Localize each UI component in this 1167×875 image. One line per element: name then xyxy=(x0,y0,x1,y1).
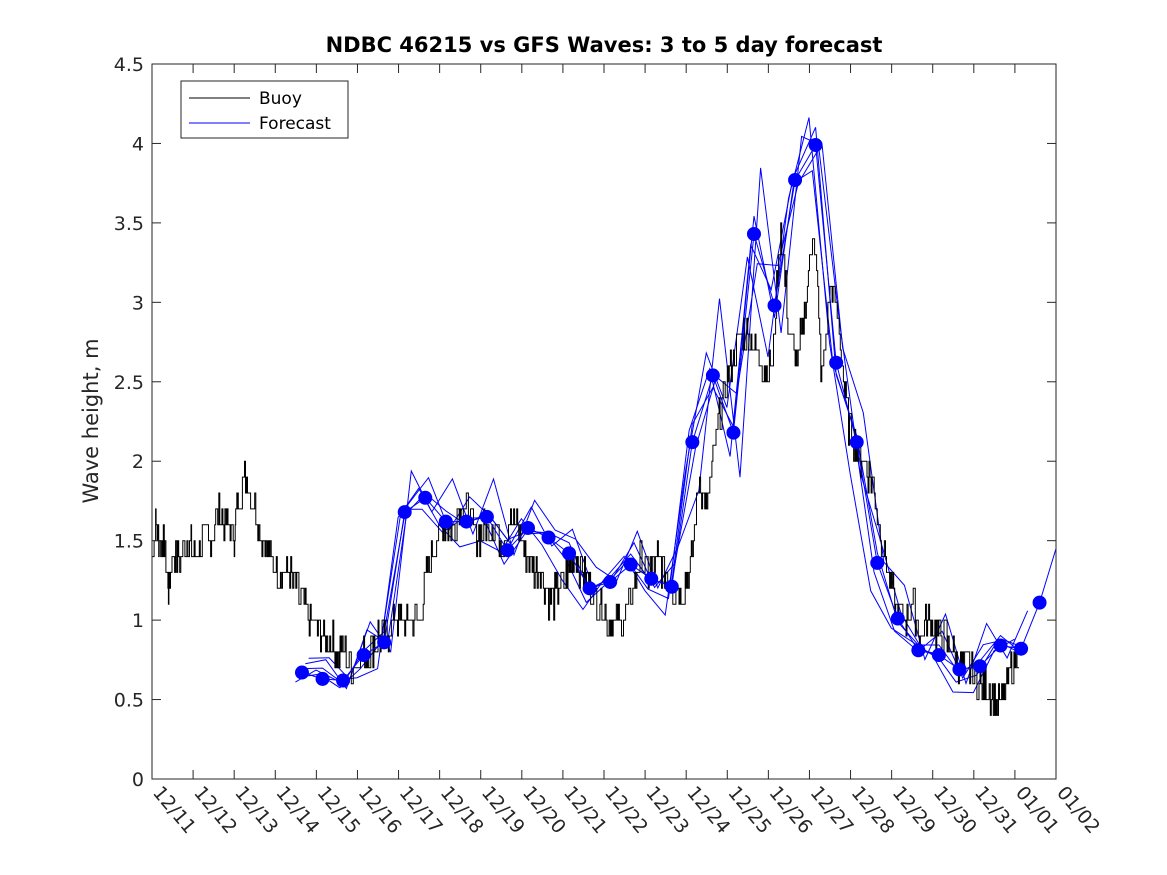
forecast-point xyxy=(397,505,412,520)
forecast-point xyxy=(336,673,351,688)
forecast-point xyxy=(664,579,679,594)
forecast-point xyxy=(952,662,967,677)
forecast-point xyxy=(459,514,474,529)
legend-box xyxy=(180,80,349,139)
forecast-point xyxy=(418,490,433,505)
forecast-point xyxy=(479,509,494,524)
forecast-point xyxy=(767,298,782,313)
legend-forecast-label: Forecast xyxy=(259,114,331,134)
forecast-point xyxy=(870,555,885,570)
forecast-ensemble-line xyxy=(298,169,1019,689)
forecast-point xyxy=(603,574,618,589)
forecast-point xyxy=(644,571,659,586)
forecast-point xyxy=(685,435,700,450)
forecast-point xyxy=(705,368,720,383)
forecast-point xyxy=(829,355,844,370)
forecast-point xyxy=(500,543,515,558)
forecast-point xyxy=(726,425,741,440)
y-tick-label: 2.5 xyxy=(114,372,144,394)
forecast-point xyxy=(808,138,823,153)
legend-buoy-label: Buoy xyxy=(259,89,302,109)
y-tick-label: 3.5 xyxy=(114,213,144,235)
forecast-point xyxy=(788,172,803,187)
forecast-markers xyxy=(294,138,1047,688)
forecast-point xyxy=(1014,641,1029,656)
forecast-point xyxy=(377,635,392,650)
y-tick-label: 3 xyxy=(132,292,144,314)
forecast-point xyxy=(993,638,1008,653)
forecast-point xyxy=(890,611,905,626)
forecast-point xyxy=(972,659,987,674)
forecast-point xyxy=(356,648,371,663)
forecast-point xyxy=(931,648,946,663)
forecast-point xyxy=(582,581,597,596)
forecast-point xyxy=(911,643,926,658)
forecast-point xyxy=(849,435,864,450)
y-tick-label: 1 xyxy=(132,610,144,632)
y-tick-label: 0.5 xyxy=(114,690,144,712)
buoy-series-group xyxy=(152,222,1019,716)
y-tick-label: 1.5 xyxy=(114,531,144,553)
forecast-point-final xyxy=(1032,595,1047,610)
y-tick-label: 2 xyxy=(132,451,144,473)
legend: Buoy Forecast xyxy=(180,80,349,139)
forecast-point xyxy=(541,530,556,545)
forecast-point xyxy=(562,546,577,561)
y-axis-label: Wave height, m xyxy=(79,338,103,503)
chart-title: NDBC 46215 vs GFS Waves: 3 to 5 day fore… xyxy=(326,33,883,57)
y-tick-label: 4.5 xyxy=(114,54,144,76)
forecast-point xyxy=(438,514,453,529)
forecast-point xyxy=(315,671,330,686)
forecast-point xyxy=(520,520,535,535)
y-tick-label: 0 xyxy=(132,769,144,791)
y-axis-ticks: 0 0.5 1 1.5 2 2.5 3 3.5 4 4.5 xyxy=(114,54,1056,791)
y-tick-label: 4 xyxy=(132,133,144,155)
plot-area xyxy=(152,64,1056,779)
buoy-series-line xyxy=(152,222,1019,716)
forecast-ensemble-line xyxy=(308,135,1029,686)
forecast-point xyxy=(294,665,309,680)
forecast-point xyxy=(623,557,638,572)
forecast-point xyxy=(746,227,761,242)
